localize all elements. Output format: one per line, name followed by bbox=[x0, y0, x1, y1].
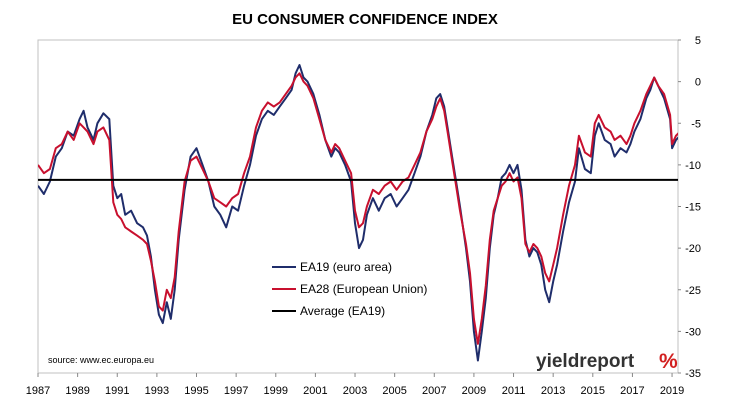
x-tick-label: 1987 bbox=[26, 385, 50, 397]
x-tick-label: 2003 bbox=[343, 385, 367, 397]
x-tick-label: 2013 bbox=[541, 385, 565, 397]
x-tick-label: 2019 bbox=[660, 385, 684, 397]
y-tick-label: -5 bbox=[691, 118, 701, 130]
source-note: source: www.ec.europa.eu bbox=[48, 355, 154, 365]
x-tick-label: 2005 bbox=[382, 385, 406, 397]
legend-label: EA19 (euro area) bbox=[300, 260, 392, 274]
y-tick-label: -25 bbox=[685, 285, 701, 297]
y-tick-label: 0 bbox=[695, 77, 701, 89]
x-axis: 1987 1989 1991 1993 1995 1997 1999 2001 2003 2005… bbox=[26, 373, 684, 397]
plot-frame bbox=[37, 39, 679, 374]
x-tick-label: 2007 bbox=[422, 385, 446, 397]
x-tick-label: 1999 bbox=[264, 385, 288, 397]
y-tick-label: -30 bbox=[685, 326, 701, 338]
legend: EA19 (euro area) EA28 (European Union) Ave… bbox=[272, 260, 427, 318]
x-tick-label: 1989 bbox=[65, 385, 89, 397]
x-tick-label: 1991 bbox=[105, 385, 129, 397]
x-tick-label: 2011 bbox=[502, 385, 526, 397]
series-lines bbox=[38, 64, 678, 362]
logo-percent-icon: % bbox=[659, 350, 678, 373]
y-tick-label: 5 bbox=[695, 35, 701, 47]
y-axis: 5 0 -5 -10 -15 -20 -25 -30 -35 bbox=[678, 35, 701, 380]
y-tick-label: -20 bbox=[685, 243, 701, 255]
chart-title: EU CONSUMER CONFIDENCE INDEX bbox=[232, 11, 498, 28]
series-line-ea28 bbox=[38, 72, 678, 345]
x-tick-label: 1997 bbox=[224, 385, 248, 397]
legend-label: EA28 (European Union) bbox=[300, 282, 427, 296]
logo-text: yieldreport bbox=[536, 351, 635, 372]
x-tick-label: 2001 bbox=[303, 385, 327, 397]
x-tick-label: 2009 bbox=[462, 385, 486, 397]
legend-label: Average (EA19) bbox=[300, 304, 385, 318]
x-tick-label: 2017 bbox=[620, 385, 644, 397]
y-tick-label: -35 bbox=[685, 368, 701, 380]
x-tick-label: 1995 bbox=[184, 385, 208, 397]
x-tick-label: 2015 bbox=[581, 385, 605, 397]
x-tick-label: 1993 bbox=[145, 385, 169, 397]
y-tick-label: -15 bbox=[685, 202, 701, 214]
y-tick-label: -10 bbox=[685, 160, 701, 172]
yieldreport-logo: yieldreport % bbox=[536, 350, 678, 373]
